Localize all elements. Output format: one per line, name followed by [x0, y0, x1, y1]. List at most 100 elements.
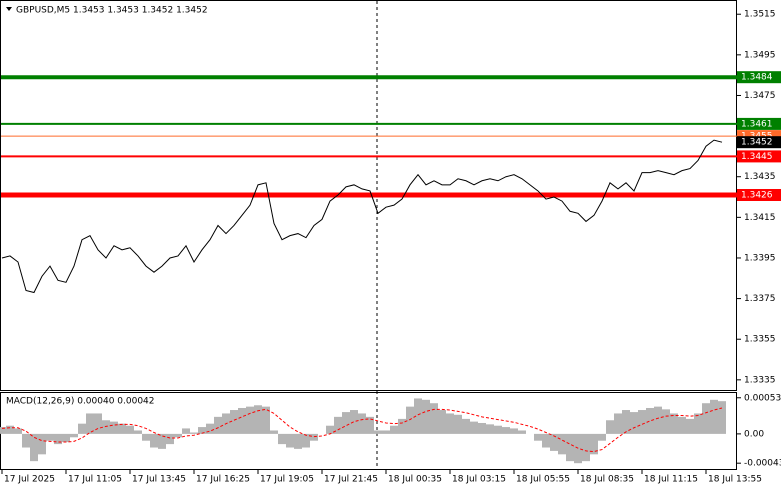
x-tick-label: 17 Jul 19:05 — [260, 475, 314, 485]
histogram-bar — [94, 413, 102, 434]
histogram-bar — [710, 399, 718, 434]
histogram-bar — [422, 399, 430, 434]
histogram-bar — [614, 413, 622, 434]
histogram-bar — [158, 433, 166, 449]
x-tick-label: 17 Jul 13:45 — [132, 475, 186, 485]
x-tick-label: 17 Jul 2025 — [4, 475, 55, 485]
histogram-bar — [86, 413, 94, 434]
histogram-bar — [390, 425, 398, 434]
histogram-bar — [246, 406, 254, 434]
x-tick-label: 18 Jul 05:55 — [516, 475, 570, 485]
histogram-bar — [678, 416, 686, 434]
y-tick-label: 0.00 — [744, 429, 764, 439]
histogram-bar — [502, 427, 510, 434]
histogram-bar — [62, 433, 70, 443]
histogram-bar — [646, 407, 654, 434]
histogram-bar — [230, 410, 238, 434]
level-label: 1.3461 — [741, 119, 773, 129]
histogram-bar — [542, 433, 550, 448]
x-tick-label: 17 Jul 21:45 — [324, 475, 378, 485]
histogram-bar — [78, 423, 86, 434]
y-tick-label: 1.3495 — [744, 50, 776, 60]
histogram-bar — [134, 430, 142, 434]
histogram-bar — [662, 409, 670, 434]
histogram-bar — [486, 424, 494, 434]
histogram-bar — [38, 433, 46, 455]
y-tick-label: 0.00053 — [744, 393, 781, 403]
y-tick-label: -0.00043 — [744, 459, 781, 469]
menu-arrow — [6, 7, 12, 11]
histogram-bar — [414, 398, 422, 434]
level-label-bg — [737, 189, 781, 201]
histogram-bar — [278, 433, 286, 445]
y-tick-label: 1.3395 — [744, 253, 776, 263]
histogram-bar — [198, 427, 206, 434]
histogram-bar — [326, 425, 334, 434]
histogram-bar — [518, 430, 526, 434]
histogram-bar — [438, 410, 446, 434]
histogram-bar — [350, 410, 358, 434]
price-line — [1, 139, 723, 294]
x-tick-label: 17 Jul 11:05 — [68, 475, 122, 485]
histogram-bar — [22, 433, 30, 448]
histogram-bar — [406, 406, 414, 434]
histogram-bar — [302, 433, 310, 448]
histogram-bar — [670, 413, 678, 434]
histogram-bar — [110, 421, 118, 434]
histogram-bar — [454, 414, 462, 434]
histogram-bar — [206, 423, 214, 434]
x-tick-label: 17 Jul 16:25 — [196, 475, 250, 485]
histogram-bar — [262, 406, 270, 434]
histogram-bar — [310, 433, 318, 441]
macd-title: MACD(12,26,9) 0.00040 0.00042 — [6, 397, 155, 407]
level-label-bg — [737, 71, 781, 84]
histogram-bar — [470, 421, 478, 434]
price-label-bg — [737, 136, 781, 149]
y-tick-label: 1.3415 — [744, 213, 776, 223]
histogram-bar — [702, 403, 710, 434]
level-label-bg — [737, 117, 781, 130]
histogram-bar — [46, 433, 54, 441]
x-tick-label: 18 Jul 00:35 — [388, 475, 442, 485]
histogram-bar — [382, 430, 390, 434]
histogram-bar — [126, 425, 134, 434]
level-label: 1.3484 — [741, 73, 773, 83]
level-label-bg — [737, 150, 781, 163]
histogram-bar — [118, 423, 126, 434]
histogram-bar — [334, 416, 342, 434]
x-tick-label: 18 Jul 11:15 — [644, 475, 698, 485]
y-tick-label: 1.3515 — [744, 10, 776, 20]
histogram-bar — [14, 428, 22, 434]
histogram-bar — [622, 410, 630, 434]
x-tick-label: 18 Jul 08:35 — [580, 475, 634, 485]
histogram-bar — [6, 425, 14, 434]
y-tick-label: 1.3375 — [744, 294, 776, 304]
histogram-bar — [342, 412, 350, 434]
chart-title: GBPUSD,M5 1.3453 1.3453 1.3452 1.3452 — [16, 6, 208, 16]
histogram-bar — [462, 418, 470, 434]
histogram-bar — [366, 416, 374, 434]
histogram-bar — [590, 433, 598, 455]
histogram-bar — [142, 433, 150, 441]
x-tick-label: 18 Jul 03:15 — [452, 475, 506, 485]
price-label: 1.3452 — [741, 138, 773, 148]
histogram-bar — [374, 430, 382, 434]
histogram-bar — [558, 433, 566, 455]
histogram-bar — [718, 401, 726, 434]
histogram-bar — [430, 403, 438, 434]
histogram-bar — [598, 433, 606, 441]
histogram-bar — [398, 418, 406, 434]
histogram-bar — [582, 433, 590, 462]
histogram-bar — [182, 428, 190, 434]
histogram-bar — [150, 433, 158, 448]
histogram-bar — [694, 413, 702, 434]
histogram-bar — [0, 427, 6, 434]
histogram-bar — [238, 407, 246, 434]
histogram-bar — [286, 433, 294, 448]
histogram-bar — [566, 433, 574, 462]
histogram-bar — [550, 433, 558, 451]
histogram-bar — [654, 406, 662, 434]
y-tick-label: 1.3475 — [744, 91, 776, 101]
histogram-bar — [358, 413, 366, 434]
